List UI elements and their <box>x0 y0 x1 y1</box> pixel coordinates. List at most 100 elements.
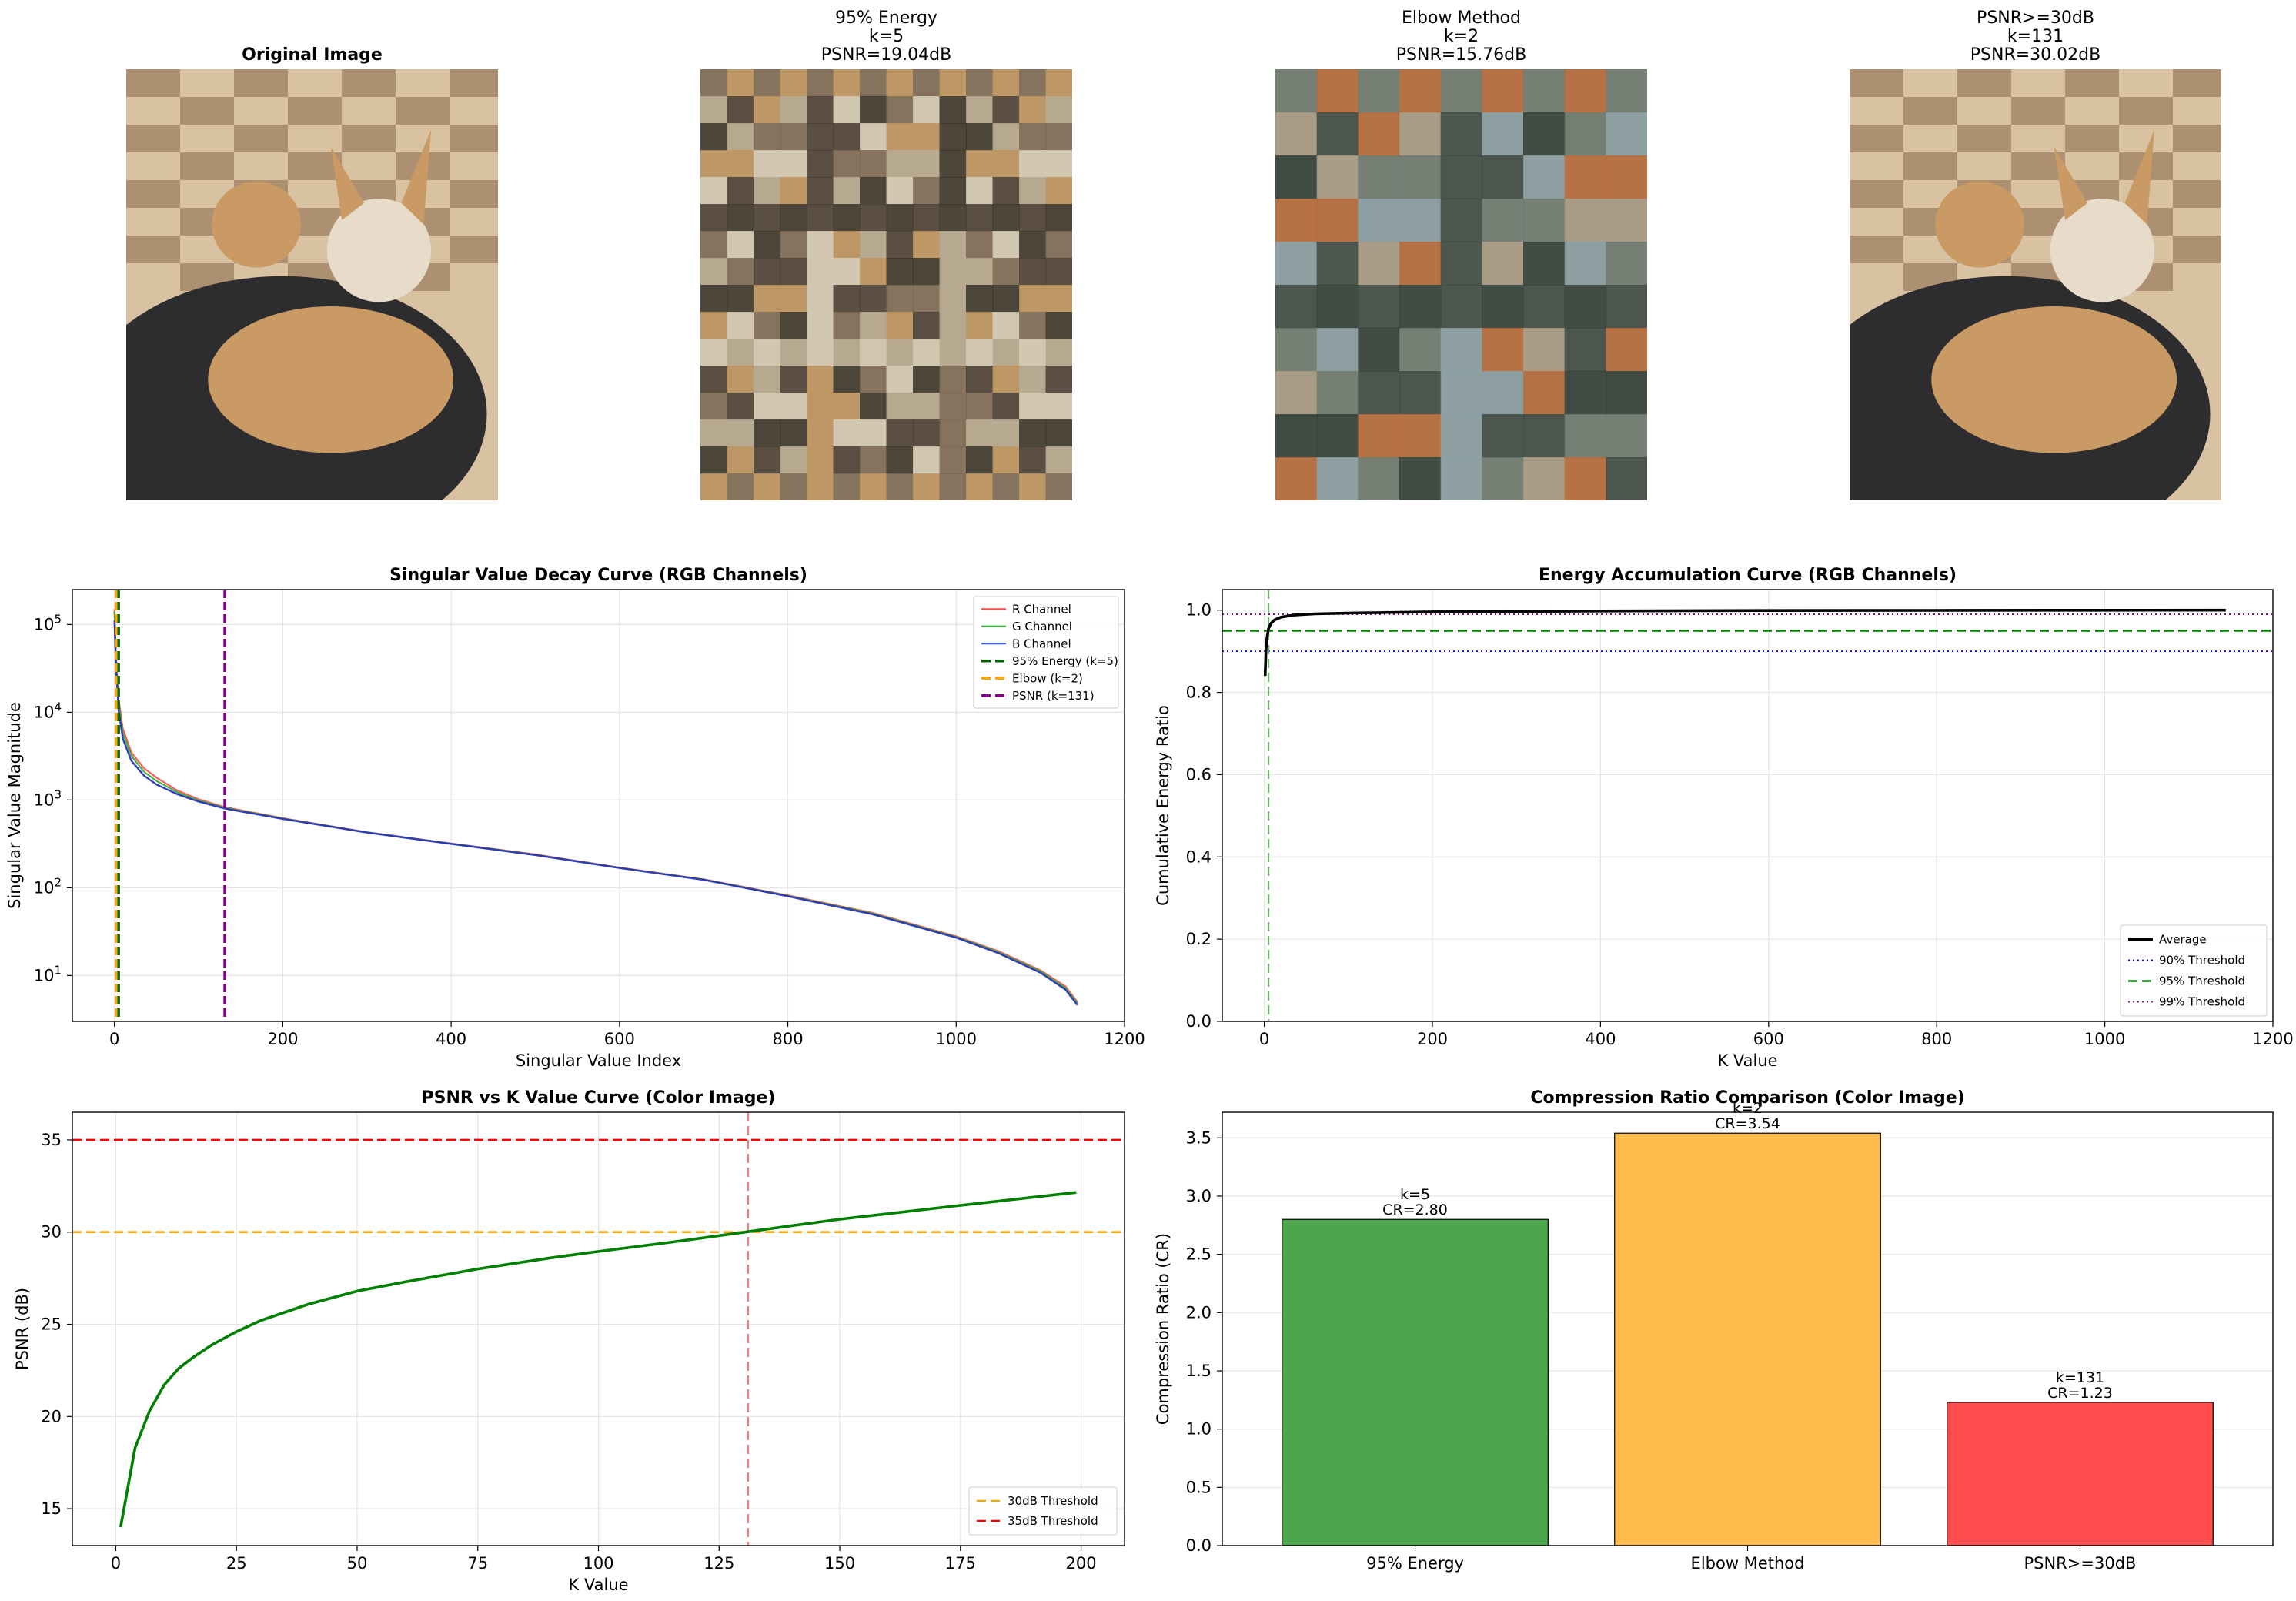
x-tick-label: 800 <box>1921 1030 1952 1048</box>
image-block <box>700 123 728 151</box>
image-block <box>1440 155 1483 199</box>
image-title-line: PSNR=15.76dB <box>1396 45 1526 65</box>
floor-tile <box>396 97 450 125</box>
floor-tile <box>450 236 498 263</box>
image-block <box>939 339 967 366</box>
dog-face-shape <box>2050 199 2155 302</box>
image-block <box>807 123 834 151</box>
image-block <box>939 473 967 500</box>
image-block <box>1275 69 1318 113</box>
image-block <box>939 150 967 178</box>
image-block <box>780 312 807 339</box>
image-block <box>939 366 967 393</box>
image-block <box>913 446 941 474</box>
image-block <box>1316 242 1359 286</box>
image-block <box>992 312 1020 339</box>
image-block <box>833 446 861 474</box>
image-block <box>992 446 1020 474</box>
image-block <box>1358 242 1400 286</box>
image-block <box>913 177 941 205</box>
image-block <box>727 123 754 151</box>
plot-frame <box>1222 589 2274 1022</box>
image-block <box>966 258 994 286</box>
image-block <box>754 366 781 393</box>
image-block <box>860 419 887 447</box>
image-block <box>807 258 834 286</box>
y-tick-base: 10 <box>34 966 55 984</box>
image-block <box>727 69 754 97</box>
plot-frame <box>1222 1111 2274 1546</box>
image-block <box>886 177 914 205</box>
floor-tile <box>2065 125 2119 152</box>
image-block <box>780 285 807 313</box>
image-block <box>992 123 1020 151</box>
image-block <box>1606 285 1647 329</box>
image-block <box>1399 328 1442 372</box>
image-block <box>807 177 834 205</box>
image-block <box>913 258 941 286</box>
image-block <box>1358 328 1400 372</box>
x-tick-label: Elbow Method <box>1691 1554 1805 1573</box>
chart-title: PSNR vs K Value Curve (Color Image) <box>422 1088 776 1108</box>
image-block <box>1399 242 1442 286</box>
data-label: CR=2.80 <box>1382 1202 1448 1218</box>
image-block <box>754 446 781 474</box>
floor-tile <box>450 180 498 208</box>
image-block <box>992 96 1020 124</box>
image-block <box>807 69 834 97</box>
image-block <box>700 150 728 178</box>
image-block <box>1045 419 1072 447</box>
image-block <box>754 96 781 124</box>
image-block <box>727 366 754 393</box>
image-block <box>727 231 754 259</box>
y-tick-label: 20 <box>41 1407 62 1426</box>
data-label: k=5 <box>1400 1186 1430 1203</box>
x-tick-label: 400 <box>436 1030 466 1048</box>
image-block <box>992 393 1020 420</box>
image-block <box>727 339 754 366</box>
image-block <box>1019 393 1047 420</box>
image-block <box>780 177 807 205</box>
image-block <box>860 69 887 97</box>
legend: Average 90% Threshold 95% Threshold 99% Thr… <box>2120 924 2268 1017</box>
image-block <box>1358 285 1400 329</box>
image-block <box>913 312 941 339</box>
x-tick-label: 100 <box>583 1554 613 1573</box>
image-block <box>1440 414 1483 458</box>
image-block <box>860 231 887 259</box>
image-block <box>860 446 887 474</box>
image-block <box>780 446 807 474</box>
image-title-line: PSNR=30.02dB <box>1970 45 2100 65</box>
image-block <box>992 473 1020 500</box>
image-block <box>700 339 728 366</box>
image-block <box>1045 258 1072 286</box>
image-block <box>966 177 994 205</box>
image-block <box>807 312 834 339</box>
image-block <box>886 231 914 259</box>
y-tick-base: 10 <box>34 615 55 633</box>
image-block <box>886 96 914 124</box>
image-block <box>913 231 941 259</box>
image-block <box>1019 177 1047 205</box>
legend-label: 95% Threshold <box>2159 974 2245 988</box>
image-block <box>939 312 967 339</box>
image-block <box>1358 199 1400 242</box>
floor-tile <box>126 125 180 152</box>
image-block <box>1045 204 1072 232</box>
image-title-line: Elbow Method <box>1402 8 1521 28</box>
image-block <box>1045 446 1072 474</box>
image-block <box>1019 69 1047 97</box>
y-tick-label: 0.0 <box>1186 1536 1211 1555</box>
x-tick-label: 200 <box>1417 1030 1448 1048</box>
image-block <box>1316 457 1359 500</box>
legend: 30dB Threshold 35dB Threshold <box>968 1486 1118 1536</box>
image-block <box>1045 231 1072 259</box>
image-block <box>1399 112 1442 156</box>
image-block <box>966 419 994 447</box>
image-block <box>1606 155 1647 199</box>
image-block <box>966 473 994 500</box>
image-block <box>754 312 781 339</box>
image-block <box>833 258 861 286</box>
